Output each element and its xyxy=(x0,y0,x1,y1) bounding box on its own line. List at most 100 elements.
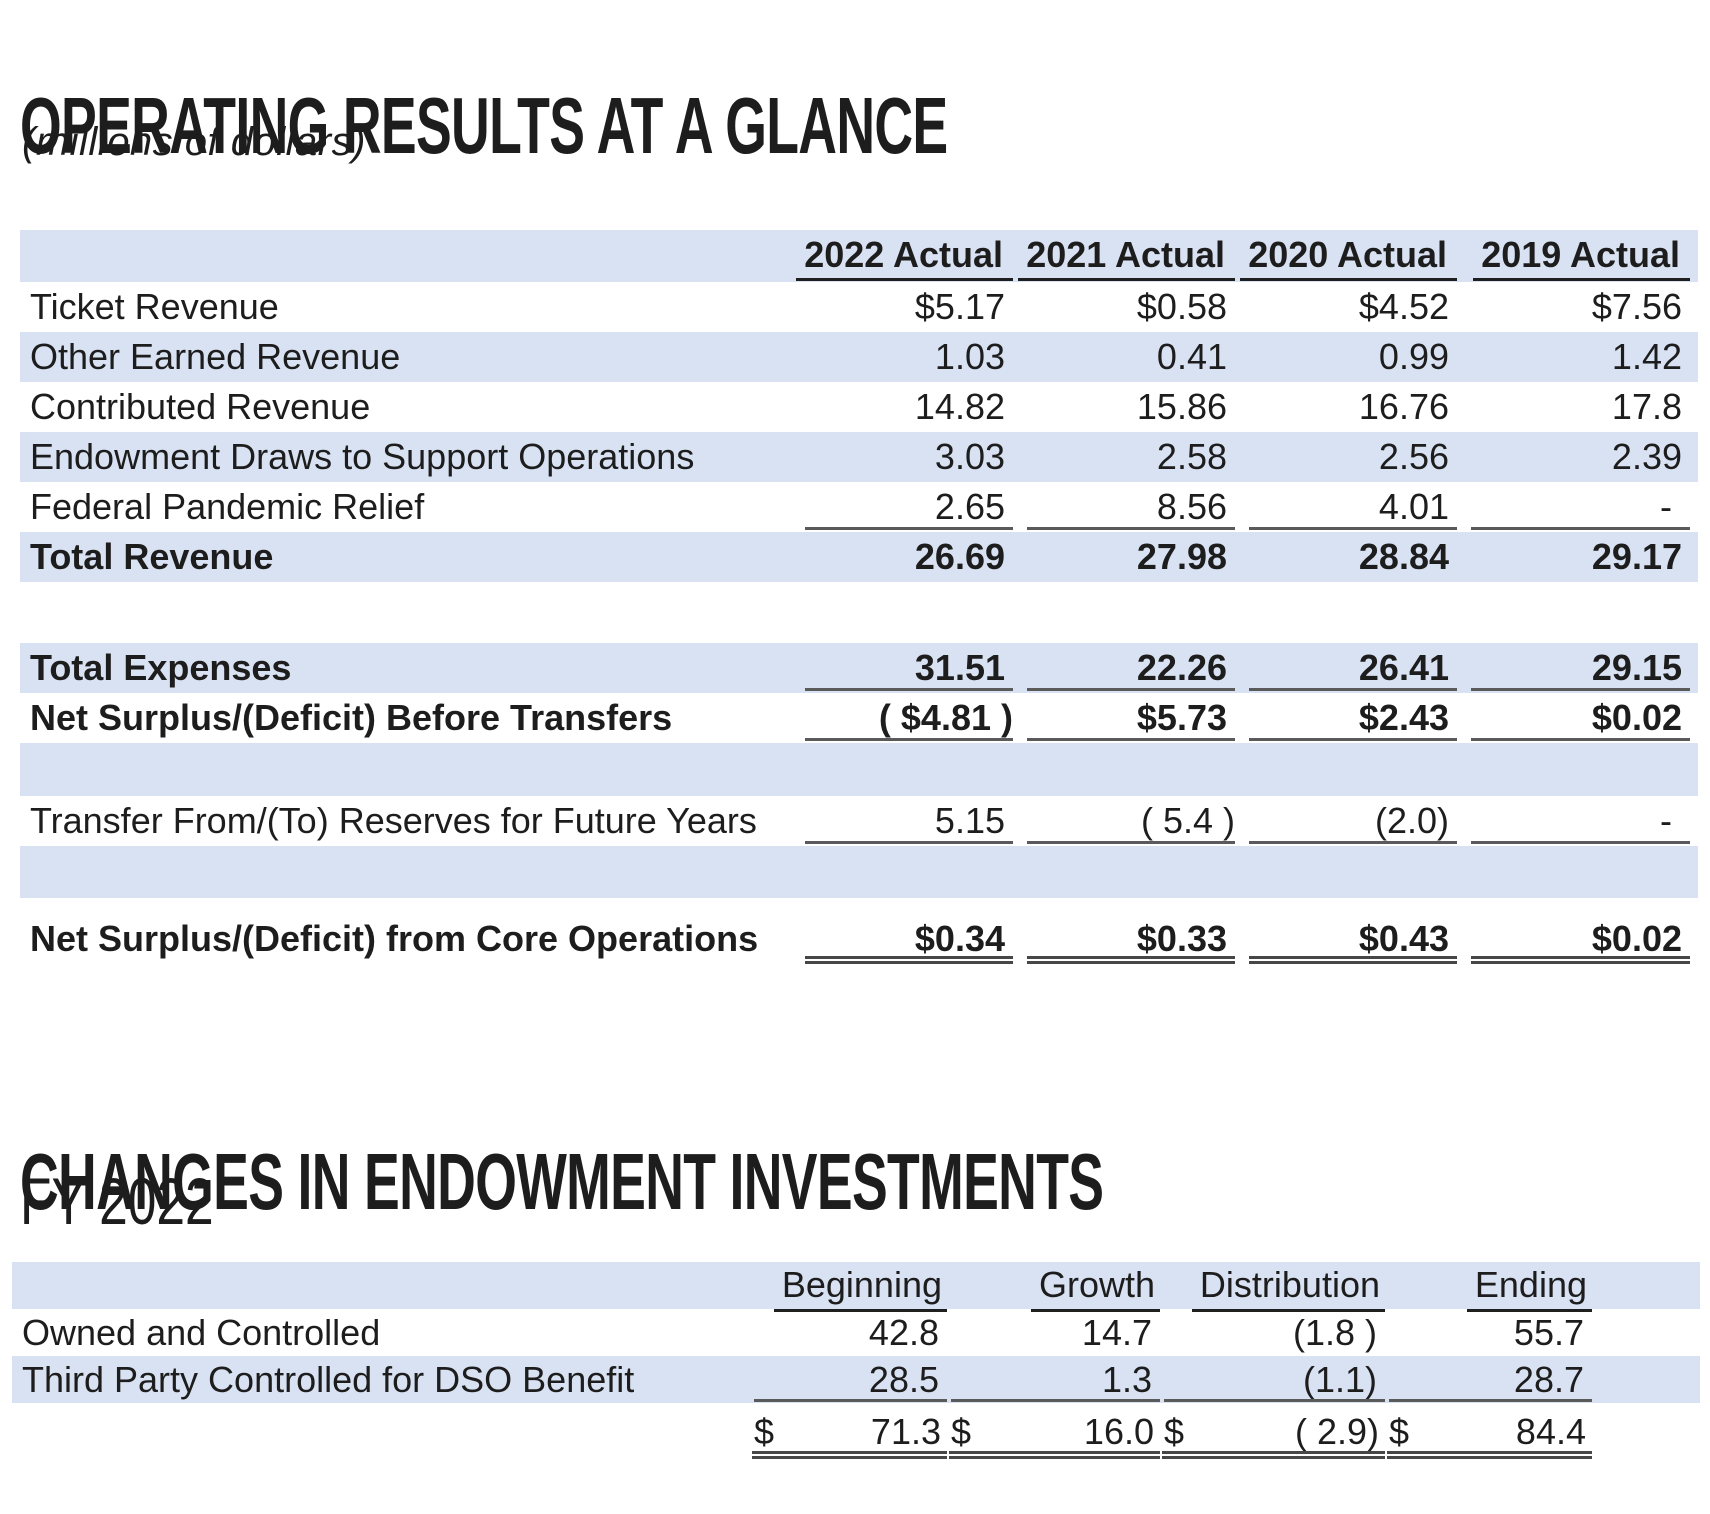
value-cell: - xyxy=(1457,482,1690,532)
row-label: Total Expenses xyxy=(30,647,292,688)
value-cell: 55.7 xyxy=(1513,1311,1584,1353)
spacer-row xyxy=(20,743,1698,796)
currency-symbol: $ xyxy=(951,1411,972,1452)
value-cell: 4.01 xyxy=(1235,482,1457,532)
table-row-total-revenue: Total Revenue 26.69 27.98 28.84 29.17 xyxy=(20,532,1698,582)
table-row: Endowment Draws to Support Operations 3.… xyxy=(20,432,1698,482)
column-header: Distribution xyxy=(1191,1262,1385,1312)
table-row: Other Earned Revenue 1.03 0.41 0.99 1.42 xyxy=(20,332,1698,382)
row-label: Federal Pandemic Relief xyxy=(30,486,425,527)
value-cell: 2.39 xyxy=(1611,436,1682,477)
value-cell: 8.56 xyxy=(1013,482,1235,532)
currency-symbol: $ xyxy=(1389,1411,1410,1452)
section2-title-text: CHANGES IN ENDOWMENT INVESTMENTS xyxy=(20,1136,1104,1226)
value-cell: 14.82 xyxy=(914,386,1005,427)
currency-symbol: $ xyxy=(754,1411,775,1452)
table-row-endowment-total: $71.3 $16.0 $( 2.9) $84.4 xyxy=(12,1403,1700,1461)
section2-title: CHANGES IN ENDOWMENT INVESTMENTS xyxy=(20,1136,1637,1226)
header-cell: Ending xyxy=(1385,1262,1592,1312)
row-label: Total Revenue xyxy=(30,536,274,577)
value-cell: - xyxy=(1457,796,1690,846)
table-row-third-party: Third Party Controlled for DSO Benefit 2… xyxy=(12,1356,1700,1403)
row-label: Owned and Controlled xyxy=(22,1311,381,1353)
column-header: Growth xyxy=(1030,1262,1160,1312)
value-cell: 14.7 xyxy=(1081,1311,1152,1353)
section1-title: OPERATING RESULTS AT A GLANCE xyxy=(20,80,1404,170)
currency-symbol: $ xyxy=(1164,1411,1185,1452)
section2-subtitle-text: FY 2022 xyxy=(20,1164,214,1238)
value-cell: 29.17 xyxy=(1591,536,1682,577)
header-cell: Distribution xyxy=(1160,1262,1385,1312)
value-cell: 26.41 xyxy=(1235,643,1457,693)
row-label: Net Surplus/(Deficit) from Core Operatio… xyxy=(30,918,759,959)
header-cell: 2019 Actual xyxy=(1457,230,1690,282)
table-header-row: Beginning Growth Distribution Ending xyxy=(12,1262,1700,1312)
value-cell: 5.15 xyxy=(791,796,1013,846)
value-cell: 2.65 xyxy=(791,482,1013,532)
row-label: Ticket Revenue xyxy=(30,286,279,327)
row-label xyxy=(12,1403,750,1461)
filler-cell xyxy=(1592,1403,1700,1461)
value-cell: 27.98 xyxy=(1136,536,1227,577)
value-cell: $0.02 xyxy=(1457,910,1690,968)
spacer-row xyxy=(20,898,1698,910)
column-header: 2021 Actual xyxy=(1018,232,1235,281)
row-label: Endowment Draws to Support Operations xyxy=(30,436,695,477)
value-cell: $84.4 xyxy=(1385,1403,1592,1461)
column-header: Ending xyxy=(1466,1262,1592,1312)
filler-cell xyxy=(1592,1356,1700,1403)
total-value: ( 2.9) xyxy=(1294,1411,1379,1452)
table-header-row: 2022 Actual 2021 Actual 2020 Actual 2019… xyxy=(20,230,1698,282)
value-cell: 22.26 xyxy=(1013,643,1235,693)
value-cell: $2.43 xyxy=(1235,693,1457,743)
total-value: 84.4 xyxy=(1515,1411,1586,1452)
row-label: Net Surplus/(Deficit) Before Transfers xyxy=(30,697,673,738)
column-header: 2022 Actual xyxy=(796,232,1013,281)
value-cell: $71.3 xyxy=(750,1403,947,1461)
value-cell: 2.58 xyxy=(1156,436,1227,477)
spacer-row xyxy=(20,846,1698,898)
header-cell: Growth xyxy=(947,1262,1160,1312)
row-label: Contributed Revenue xyxy=(30,386,371,427)
header-label-cell xyxy=(20,230,791,282)
value-cell: ( $4.81 ) xyxy=(791,693,1013,743)
filler-cell xyxy=(1592,1309,1700,1356)
table-row-total-expenses: Total Expenses 31.51 22.26 26.41 29.15 xyxy=(20,643,1698,693)
header-cell: 2020 Actual xyxy=(1235,230,1457,282)
row-label: Third Party Controlled for DSO Benefit xyxy=(22,1358,635,1400)
endowment-changes-table: Beginning Growth Distribution Ending Own… xyxy=(12,1262,1700,1461)
value-cell: $7.56 xyxy=(1591,286,1682,327)
total-value: 16.0 xyxy=(1083,1411,1154,1452)
value-cell: 28.84 xyxy=(1358,536,1449,577)
spacer-row xyxy=(20,582,1698,643)
table-row-owned-controlled: Owned and Controlled 42.8 14.7 (1.8 ) 55… xyxy=(12,1309,1700,1356)
section1-title-text: OPERATING RESULTS AT A GLANCE xyxy=(20,80,948,170)
value-cell: 28.7 xyxy=(1385,1356,1592,1403)
value-cell: $0.34 xyxy=(791,910,1013,968)
value-cell: 1.42 xyxy=(1611,336,1682,377)
value-cell: (1.1) xyxy=(1160,1356,1385,1403)
value-cell: (2.0) xyxy=(1235,796,1457,846)
header-cell: Beginning xyxy=(750,1262,947,1312)
header-cell: 2022 Actual xyxy=(791,230,1013,282)
row-label: Transfer From/(To) Reserves for Future Y… xyxy=(30,800,757,841)
value-cell: $0.02 xyxy=(1457,693,1690,743)
column-header: Beginning xyxy=(773,1262,947,1312)
value-cell: 3.03 xyxy=(934,436,1005,477)
value-cell: 26.69 xyxy=(914,536,1005,577)
value-cell: $ ( 2.9) xyxy=(1160,1403,1385,1461)
section2-subtitle: FY 2022 xyxy=(20,1168,268,1234)
table-row-net-surplus-before-transfers: Net Surplus/(Deficit) Before Transfers (… xyxy=(20,693,1698,743)
value-cell: 42.8 xyxy=(868,1311,939,1353)
operating-results-table: 2022 Actual 2021 Actual 2020 Actual 2019… xyxy=(20,230,1698,968)
column-header: 2020 Actual xyxy=(1240,232,1457,281)
row-label: Other Earned Revenue xyxy=(30,336,401,377)
table-row: Ticket Revenue $5.17 $0.58 $4.52 $7.56 xyxy=(20,282,1698,332)
value-cell: (1.8 ) xyxy=(1292,1311,1377,1353)
value-cell: 28.5 xyxy=(750,1356,947,1403)
header-label-cell xyxy=(12,1262,750,1312)
value-cell: 1.03 xyxy=(934,336,1005,377)
value-cell: $0.58 xyxy=(1136,286,1227,327)
table-row: Federal Pandemic Relief 2.65 8.56 4.01 - xyxy=(20,482,1698,532)
